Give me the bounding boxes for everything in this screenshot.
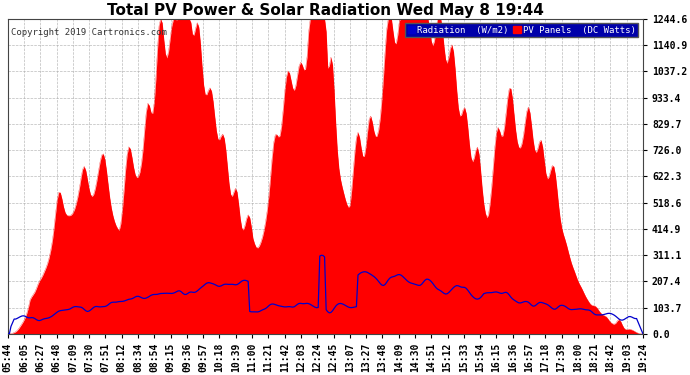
Text: Copyright 2019 Cartronics.com: Copyright 2019 Cartronics.com	[11, 28, 167, 38]
Title: Total PV Power & Solar Radiation Wed May 8 19:44: Total PV Power & Solar Radiation Wed May…	[107, 3, 544, 18]
Legend: Radiation  (W/m2), PV Panels  (DC Watts): Radiation (W/m2), PV Panels (DC Watts)	[405, 24, 638, 37]
